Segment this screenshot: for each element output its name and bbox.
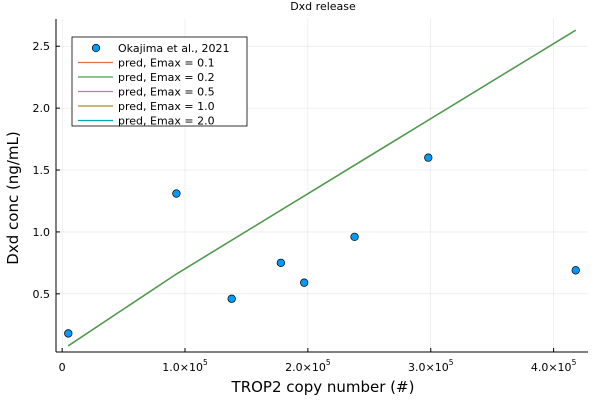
x-tick-labels: 0 1.0×105 2.0×105 3.0×105 4.0×105	[59, 358, 577, 374]
legend-label: pred, Emax = 2.0	[118, 115, 215, 128]
observed-points	[64, 153, 580, 338]
y-tick-label: 1.0	[33, 226, 51, 239]
data-point	[571, 266, 580, 275]
data-point	[64, 329, 73, 338]
legend-label: pred, Emax = 1.0	[118, 100, 215, 113]
data-point	[172, 189, 181, 198]
y-tick-labels: 0.5 1.0 1.5 2.0 2.5	[33, 40, 51, 301]
legend-marker-observed	[91, 43, 101, 53]
data-point	[300, 278, 309, 287]
x-tick-label: 0	[59, 361, 66, 374]
legend-box	[71, 36, 248, 127]
data-point	[424, 153, 433, 162]
x-tick-label: 1.0×105	[162, 358, 208, 374]
data-point	[276, 258, 285, 268]
y-tick-label: 0.5	[33, 288, 51, 301]
y-tick-label: 1.5	[33, 164, 51, 177]
y-tick-label: 2.5	[33, 40, 51, 53]
legend-label-observed: Okajima et al., 2021	[118, 42, 230, 55]
legend-label: pred, Emax = 0.5	[118, 86, 215, 99]
chart-title: Dxd release	[290, 0, 356, 13]
x-axis-label: TROP2 copy number (#)	[231, 378, 415, 396]
axes-frame	[55, 19, 588, 353]
prediction-lines	[67, 29, 577, 347]
x-tick-label: 4.0×105	[531, 358, 577, 374]
data-point	[350, 232, 359, 242]
legend-label: pred, Emax = 0.2	[118, 71, 215, 84]
series-line	[67, 29, 577, 347]
x-tick-label: 2.0×105	[285, 358, 331, 374]
y-axis-label: Dxd conc (ng/mL)	[4, 131, 22, 264]
y-tick-label: 2.0	[33, 102, 51, 115]
x-tick-label: 3.0×105	[408, 358, 454, 374]
data-point	[227, 294, 236, 303]
legend-label: pred, Emax = 0.1	[118, 57, 215, 70]
